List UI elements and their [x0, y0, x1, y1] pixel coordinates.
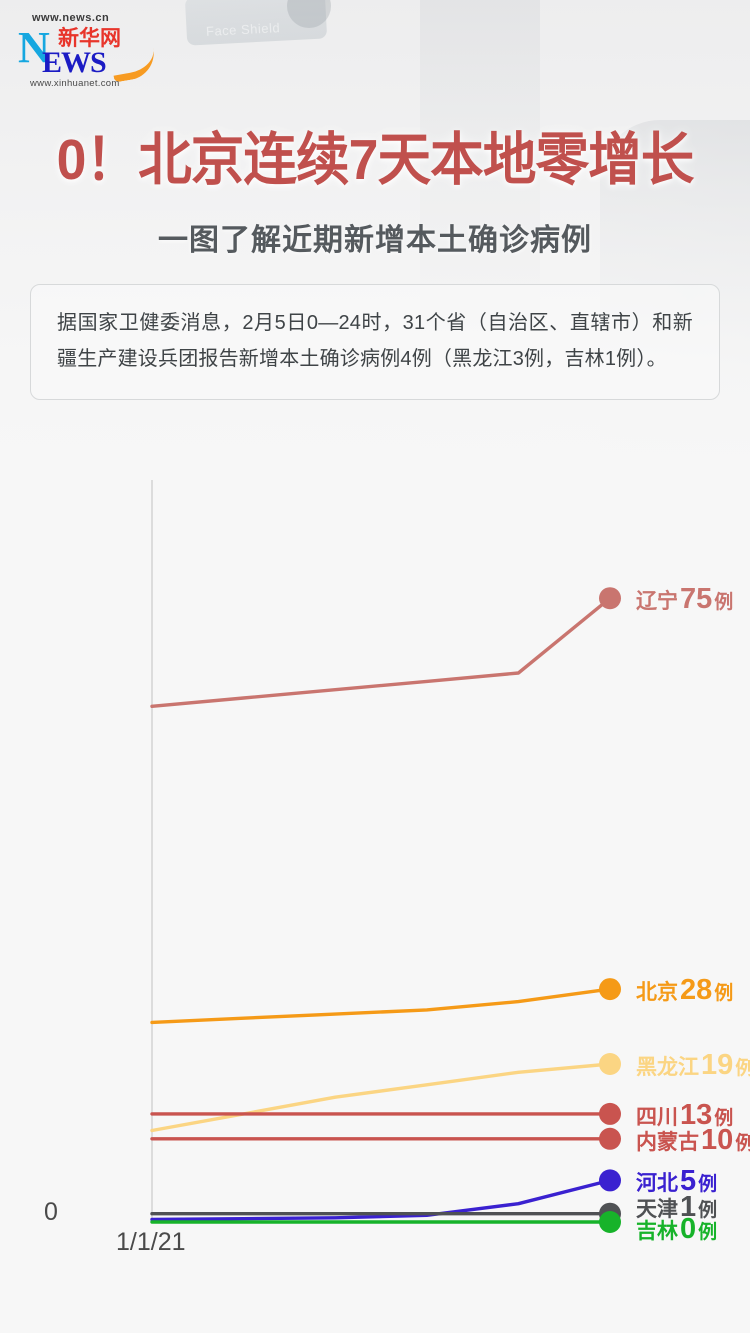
series-line	[150, 596, 612, 708]
series-label: 四川13 例	[636, 1098, 734, 1131]
series-markers-group	[599, 587, 621, 1233]
series-end-marker[interactable]	[599, 1127, 621, 1150]
logo-letters-ews: EWS	[42, 46, 107, 79]
page-title: 0！北京连续7天本地零增长	[56, 128, 695, 192]
logo-bottom-url: www.xinhuanet.com	[30, 78, 120, 89]
series-label-name: 四川	[636, 1105, 678, 1129]
series-label-name: 内蒙古	[636, 1130, 699, 1154]
series-label: 内蒙古10 例	[636, 1123, 750, 1156]
series-paths-group	[150, 596, 612, 1224]
series-label-name: 天津	[636, 1197, 678, 1221]
series-label-value: 5	[680, 1165, 697, 1198]
hero-banner: Face Shield	[0, 0, 750, 470]
series-label: 吉林0 例	[636, 1215, 717, 1244]
series-label-unit: 例	[698, 1222, 718, 1243]
series-label-unit: 例	[698, 1199, 718, 1221]
series-end-marker[interactable]	[599, 1053, 621, 1075]
series-label-unit: 例	[698, 1174, 718, 1196]
series-line	[150, 1178, 612, 1222]
xinhua-logo[interactable]: www.news.cn N EWS 新华网 www.xinhuanet.com	[16, 12, 159, 94]
logo-letter-n: N	[18, 23, 50, 72]
series-end-marker[interactable]	[599, 587, 621, 610]
series-label-value: 75	[680, 583, 713, 616]
series-label-name: 黑龙江	[636, 1055, 699, 1079]
logo-chinese-name: 新华网	[58, 27, 121, 50]
series-label-value: 28	[680, 974, 713, 1007]
series-label: 辽宁75 例	[636, 585, 733, 614]
series-end-marker[interactable]	[599, 1169, 621, 1192]
series-label-value: 19	[701, 1048, 734, 1081]
series-label-unit: 例	[714, 983, 734, 1005]
series-label-value: 13	[680, 1098, 713, 1131]
series-label: 天津1 例	[636, 1190, 718, 1223]
y-axis-tick-zero: 0	[44, 1198, 58, 1226]
series-label-value: 1	[680, 1190, 697, 1223]
series-label-value: 10	[701, 1123, 734, 1156]
series-line	[150, 1062, 612, 1133]
series-end-marker[interactable]	[599, 1102, 621, 1125]
series-label-name: 吉林	[636, 1220, 678, 1243]
series-label-name: 辽宁	[636, 590, 678, 614]
series-label: 黑龙江19 例	[636, 1048, 750, 1081]
description-card: 据国家卫健委消息，2月5日0—24时，31个省（自治区、直辖市）和新疆生产建设兵…	[30, 284, 720, 400]
chart-canvas	[150, 480, 621, 1233]
logo-top-url: www.news.cn	[32, 12, 110, 24]
series-end-marker[interactable]	[599, 1211, 621, 1233]
series-label-unit: 例	[714, 1107, 734, 1129]
series-label-name: 北京	[636, 981, 678, 1005]
series-label-unit: 例	[735, 1057, 750, 1079]
series-label-unit: 例	[735, 1132, 750, 1154]
series-label: 河北5 例	[636, 1167, 717, 1196]
line-chart	[0, 455, 750, 1255]
series-end-marker[interactable]	[599, 978, 621, 1001]
x-axis-tick-date: 1/1/21	[116, 1228, 186, 1256]
series-label-value: 0	[680, 1213, 697, 1245]
series-label-name: 河北	[636, 1172, 678, 1196]
series-label-unit: 例	[714, 592, 734, 614]
series-line	[150, 987, 612, 1025]
page-subtitle: 一图了解近期新增本土确诊病例	[158, 224, 592, 257]
description-text: 据国家卫健委消息，2月5日0—24时，31个省（自治区、直辖市）和新疆生产建设兵…	[57, 312, 693, 370]
series-label: 北京28 例	[636, 976, 733, 1005]
